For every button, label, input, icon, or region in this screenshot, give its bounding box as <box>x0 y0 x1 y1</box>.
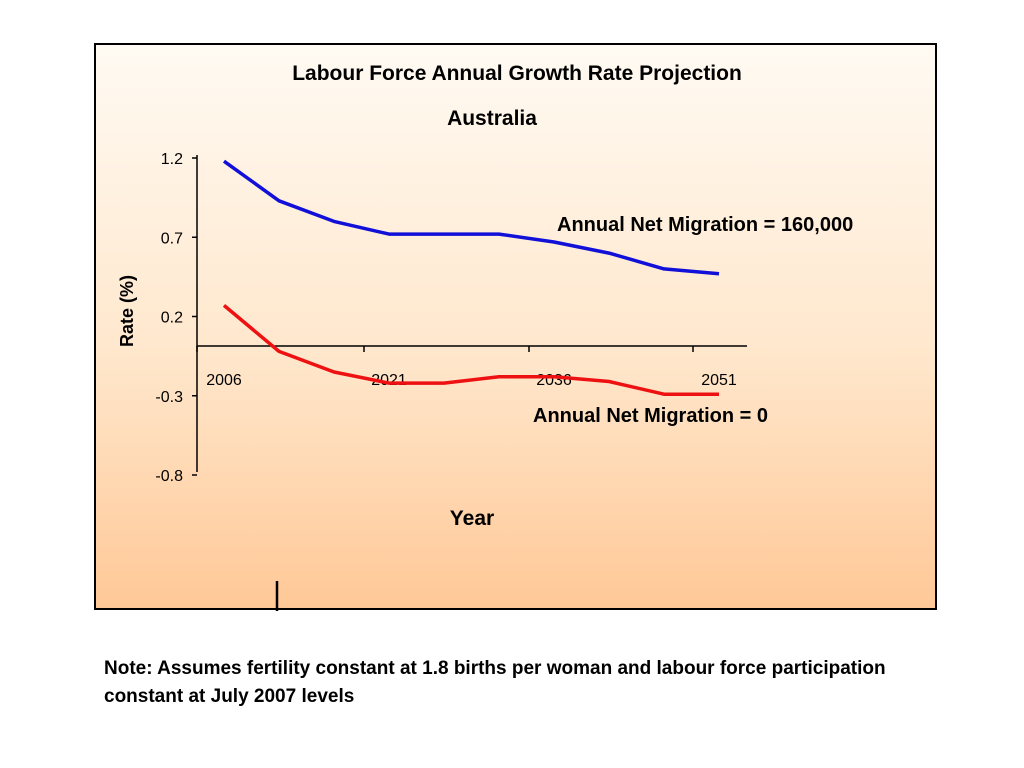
y-axis-label: Rate (%) <box>117 275 137 347</box>
footnote: Note: Assumes fertility constant at 1.8 … <box>104 658 886 707</box>
series-label-migration-0: Annual Net Migration = 0 <box>533 405 768 427</box>
x-axis-ticks: 2006 2021 2036 2051 <box>196 346 737 389</box>
x-tick-label: 2006 <box>206 372 242 389</box>
series-line-migration-160000 <box>222 159 720 276</box>
y-tick-label: 0.2 <box>161 310 183 327</box>
chart-title: Labour Force Annual Growth Rate Projecti… <box>292 62 742 85</box>
series-lines <box>222 159 720 396</box>
line-chart: Labour Force Annual Growth Rate Projecti… <box>117 62 853 611</box>
x-axis-label: Year <box>450 507 494 530</box>
chart-frame: Labour Force Annual Growth Rate Projecti… <box>94 43 937 611</box>
x-tick-label: 2051 <box>701 372 737 389</box>
chart-subtitle: Australia <box>447 107 537 130</box>
y-tick-label: 0.7 <box>161 230 183 247</box>
y-tick-label: -0.3 <box>155 389 183 406</box>
y-axis-ticks: 1.2 0.7 0.2 -0.3 -0.8 <box>155 151 197 485</box>
x-tick-label: 2036 <box>536 372 572 389</box>
series-line-migration-0 <box>222 304 719 396</box>
series-label-migration-160000: Annual Net Migration = 160,000 <box>557 214 853 236</box>
y-tick-label: 1.2 <box>161 151 183 168</box>
y-tick-label: -0.8 <box>155 468 183 485</box>
